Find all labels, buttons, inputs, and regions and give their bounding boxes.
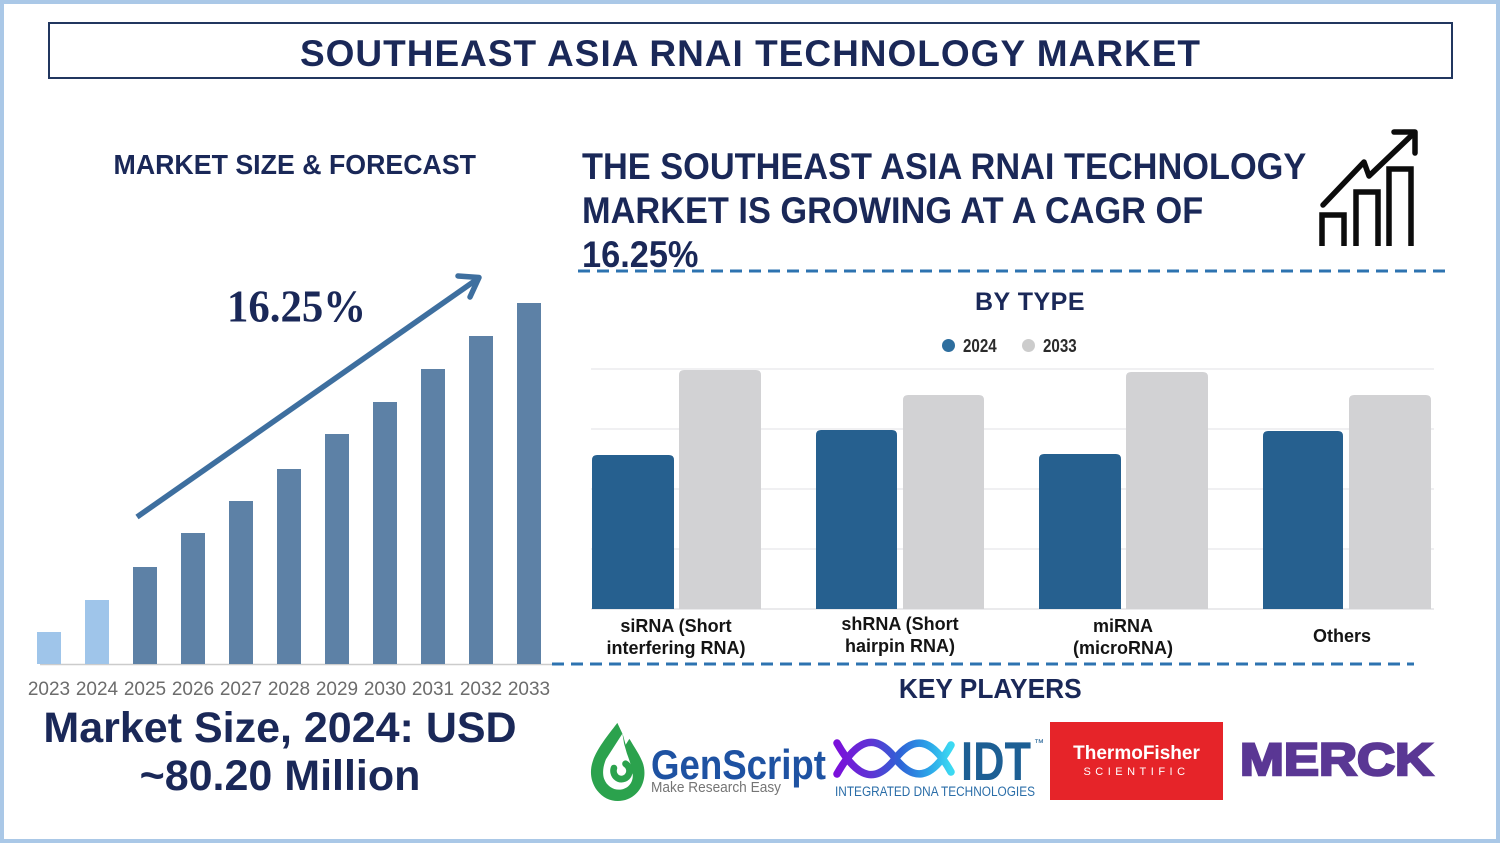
svg-text:MERCK: MERCK [1240,736,1434,785]
svg-text:2025: 2025 [124,679,166,700]
svg-text:2024: 2024 [76,679,119,700]
svg-text:IDT: IDT [961,730,1031,792]
svg-text:16.25%: 16.25% [227,281,366,332]
svg-text:2031: 2031 [412,679,454,700]
svg-text:2026: 2026 [172,679,214,700]
svg-text:2027: 2027 [220,679,262,700]
svg-text:2028: 2028 [268,679,310,700]
svg-text:2030: 2030 [364,679,406,700]
svg-text:2023: 2023 [28,679,70,700]
svg-text:GenScript: GenScript [651,741,826,788]
svg-text:2033: 2033 [508,679,550,700]
svg-text:2029: 2029 [316,679,358,700]
svg-text:2032: 2032 [460,679,502,700]
svg-text:INTEGRATED DNA TECHNOLOGIES: INTEGRATED DNA TECHNOLOGIES [835,784,1035,799]
svg-text:Make Research Easy: Make Research Easy [651,779,781,796]
svg-text:™: ™ [1034,738,1044,749]
